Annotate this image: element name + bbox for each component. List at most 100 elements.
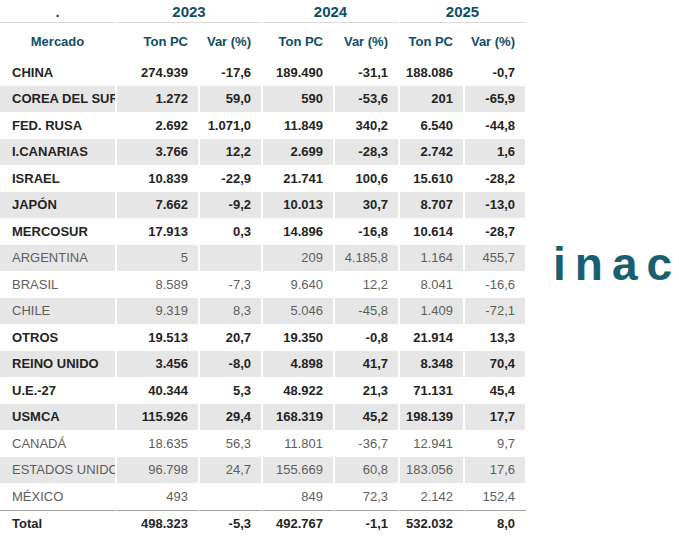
col-header-tonpc-2023[interactable]: Ton PC	[117, 23, 200, 59]
value-cell: 1,6	[465, 139, 527, 166]
col-header-mercado[interactable]: Mercado	[0, 23, 117, 59]
value-cell: 0,3	[200, 218, 263, 245]
value-cell: 6.540	[400, 112, 465, 139]
value-cell: 4.185,8	[335, 245, 400, 272]
table-row: CANADÁ18.63556,311.801-36,712.9419,7	[0, 430, 527, 457]
value-cell: 3.456	[117, 351, 200, 378]
value-cell: 492.767	[263, 510, 335, 537]
value-cell: 10.839	[117, 165, 200, 192]
value-cell: -0,7	[465, 59, 527, 86]
value-cell: 45,4	[465, 377, 527, 404]
value-cell: 152,4	[465, 483, 527, 510]
market-label: ISRAEL	[0, 165, 117, 192]
value-cell: 21.741	[263, 165, 335, 192]
year-header-2024[interactable]: 2024	[263, 0, 400, 23]
value-cell: 8.589	[117, 271, 200, 298]
value-cell: -9,2	[200, 192, 263, 219]
col-header-var-2023[interactable]: Var (%)	[200, 23, 263, 59]
value-cell: 189.490	[263, 59, 335, 86]
value-cell: 198.139	[400, 404, 465, 431]
value-cell: 590	[263, 86, 335, 113]
value-cell: 11.849	[263, 112, 335, 139]
market-label: Total	[0, 510, 117, 537]
value-cell: 5,3	[200, 377, 263, 404]
value-cell: -22,9	[200, 165, 263, 192]
report-canvas: . 2023 2024 2025 Mercado Ton PC Var (%) …	[0, 0, 679, 548]
value-cell: 498.323	[117, 510, 200, 537]
year-header-2023[interactable]: 2023	[117, 0, 263, 23]
col-header-tonpc-2024[interactable]: Ton PC	[263, 23, 335, 59]
value-cell: 12.941	[400, 430, 465, 457]
table-row: MERCOSUR17.9130,314.896-16,810.614-28,7	[0, 218, 527, 245]
table-row: ARGENTINA52094.185,81.164455,7	[0, 245, 527, 272]
market-label: CHINA	[0, 59, 117, 86]
value-cell: 8,3	[200, 298, 263, 325]
value-cell: -0,8	[335, 324, 400, 351]
value-cell: 60,8	[335, 457, 400, 484]
value-cell: 9,7	[465, 430, 527, 457]
table-row: COREA DEL SUR1.27259,0590-53,6201-65,9	[0, 86, 527, 113]
value-cell: 2.742	[400, 139, 465, 166]
value-cell: -65,9	[465, 86, 527, 113]
value-cell: 20,7	[200, 324, 263, 351]
market-label: U.E.-27	[0, 377, 117, 404]
value-cell: 19.350	[263, 324, 335, 351]
column-header-row: Mercado Ton PC Var (%) Ton PC Var (%) To…	[0, 23, 527, 59]
value-cell: 41,7	[335, 351, 400, 378]
table-row: CHINA274.939-17,6189.490-31,1188.086-0,7	[0, 59, 527, 86]
value-cell: 201	[400, 86, 465, 113]
value-cell: 56,3	[200, 430, 263, 457]
col-header-tonpc-2025[interactable]: Ton PC	[400, 23, 465, 59]
value-cell: 3.766	[117, 139, 200, 166]
value-cell: 1.071,0	[200, 112, 263, 139]
table-row: BRASIL8.589-7,39.64012,28.041-16,6	[0, 271, 527, 298]
value-cell	[200, 483, 263, 510]
value-cell: 17,6	[465, 457, 527, 484]
col-header-var-2024[interactable]: Var (%)	[335, 23, 400, 59]
value-cell: 274.939	[117, 59, 200, 86]
table-row: ISRAEL10.839-22,921.741100,615.610-28,2	[0, 165, 527, 192]
market-label: CANADÁ	[0, 430, 117, 457]
market-label: OTROS	[0, 324, 117, 351]
value-cell: 849	[263, 483, 335, 510]
value-cell: 1.409	[400, 298, 465, 325]
value-cell: 21,3	[335, 377, 400, 404]
table-row: JAPÓN7.662-9,210.01330,78.707-13,0	[0, 192, 527, 219]
year-header-2025[interactable]: 2025	[400, 0, 527, 23]
value-cell: -31,1	[335, 59, 400, 86]
value-cell: 10.013	[263, 192, 335, 219]
value-cell: 4.898	[263, 351, 335, 378]
value-cell: 8.707	[400, 192, 465, 219]
value-cell: 17,7	[465, 404, 527, 431]
market-label: FED. RUSA	[0, 112, 117, 139]
table-row: MÉXICO49384972,32.142152,4	[0, 483, 527, 510]
value-cell: 18.635	[117, 430, 200, 457]
value-cell: -13,0	[465, 192, 527, 219]
value-cell: 7.662	[117, 192, 200, 219]
value-cell: 14.896	[263, 218, 335, 245]
value-cell: -5,3	[200, 510, 263, 537]
inac-logo: inac	[553, 240, 679, 288]
market-label: ARGENTINA	[0, 245, 117, 272]
col-header-var-2025[interactable]: Var (%)	[465, 23, 527, 59]
value-cell: 209	[263, 245, 335, 272]
value-cell: 13,3	[465, 324, 527, 351]
market-label: JAPÓN	[0, 192, 117, 219]
value-cell: 59,0	[200, 86, 263, 113]
value-cell: 8,0	[465, 510, 527, 537]
value-cell: 9.319	[117, 298, 200, 325]
table-row: OTROS19.51320,719.350-0,821.91413,3	[0, 324, 527, 351]
value-cell: 115.926	[117, 404, 200, 431]
value-cell: 48.922	[263, 377, 335, 404]
value-cell: 29,4	[200, 404, 263, 431]
table-row: I.CANARIAS3.76612,22.699-28,32.7421,6	[0, 139, 527, 166]
market-label: MÉXICO	[0, 483, 117, 510]
value-cell: -16,6	[465, 271, 527, 298]
value-cell: -8,0	[200, 351, 263, 378]
value-cell: 10.614	[400, 218, 465, 245]
value-cell: 70,4	[465, 351, 527, 378]
table-row: U.E.-2740.3445,348.92221,371.13145,4	[0, 377, 527, 404]
table-row: FED. RUSA2.6921.071,011.849340,26.540-44…	[0, 112, 527, 139]
value-cell: 21.914	[400, 324, 465, 351]
value-cell: 17.913	[117, 218, 200, 245]
